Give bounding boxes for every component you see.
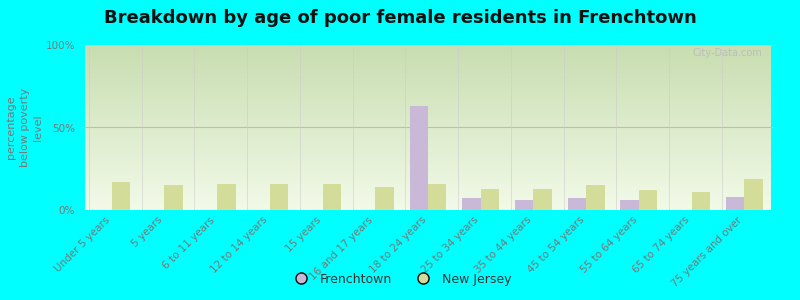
Y-axis label: percentage
below poverty
level: percentage below poverty level (6, 88, 43, 167)
Bar (112, 182, 130, 210)
Bar (462, 199, 481, 210)
Bar (744, 178, 763, 210)
Bar (217, 184, 235, 210)
Bar (639, 190, 658, 210)
Text: City-Data.com: City-Data.com (692, 48, 762, 58)
Bar (692, 192, 710, 210)
Bar (481, 188, 499, 210)
Bar (375, 187, 394, 210)
Bar (322, 184, 341, 210)
Legend: Frenchtown, New Jersey: Frenchtown, New Jersey (283, 268, 517, 291)
Bar (428, 184, 446, 210)
Text: Breakdown by age of poor female residents in Frenchtown: Breakdown by age of poor female resident… (104, 9, 696, 27)
Bar (515, 200, 534, 210)
Bar (568, 199, 586, 210)
Bar (270, 184, 288, 210)
Bar (586, 185, 605, 210)
Bar (164, 185, 183, 210)
Bar (726, 197, 744, 210)
Bar (621, 200, 639, 210)
Bar (410, 106, 428, 210)
Bar (534, 188, 552, 210)
